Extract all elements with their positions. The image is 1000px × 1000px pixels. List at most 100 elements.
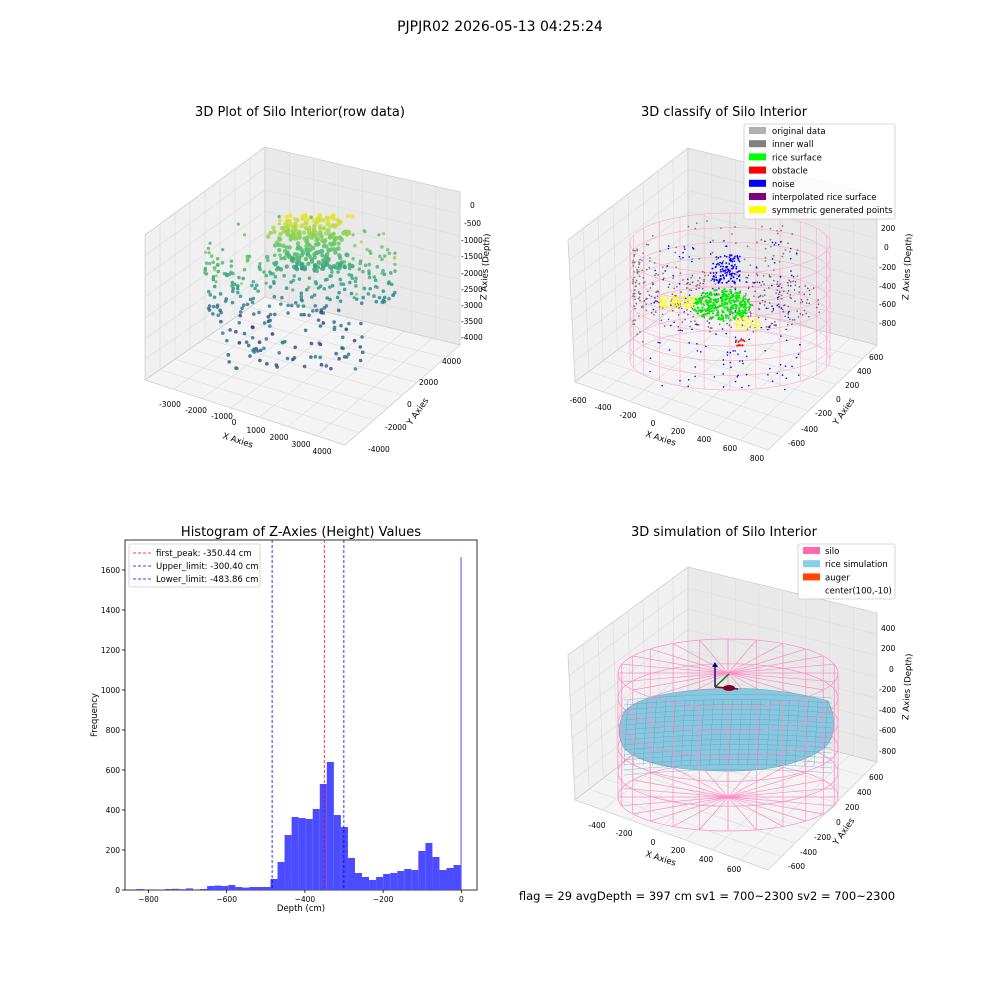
raw-data-point (321, 218, 326, 223)
classify-point-rice-surface (745, 312, 748, 315)
classify-point-interpolated (803, 293, 806, 296)
raw-data-point (248, 297, 253, 302)
classify-point-noise (699, 351, 702, 353)
raw-data-point (309, 215, 313, 219)
classify-point-interpolated (657, 290, 659, 293)
classify-point-interpolated (776, 280, 779, 283)
raw-data-point (262, 321, 267, 325)
raw-data-point (208, 293, 213, 297)
classify-point-rice-surface (742, 295, 746, 298)
simulation-silo-roof-spoke (621, 672, 729, 683)
classify-point-symmetric (671, 295, 674, 298)
raw-data-point (353, 367, 358, 371)
classify-point-noise (732, 275, 735, 278)
raw-data-point (204, 270, 208, 274)
classify-point-noise (688, 256, 691, 258)
raw-data-point (257, 310, 261, 315)
classify-point-interpolated (756, 274, 759, 277)
classify-point-rice-surface (695, 300, 698, 303)
raw-data-point (389, 282, 394, 287)
histogram-x-tick-label: −200 (373, 895, 394, 904)
raw-data-point (303, 328, 308, 333)
raw-data-point (278, 231, 283, 237)
classify-point-interpolated (726, 322, 728, 325)
raw-data-point (212, 295, 217, 300)
classify-point-rice-surface (711, 312, 715, 315)
raw-data-point (341, 282, 346, 287)
classify-point-noise (722, 270, 725, 272)
classify-point-noise (653, 301, 656, 304)
classify-point-noise (712, 262, 715, 265)
classify-point-symmetric (754, 327, 757, 330)
classify-point-inner-wall (650, 295, 653, 298)
classify-point-interpolated (699, 282, 701, 284)
classify-point-interpolated (707, 274, 710, 277)
raw-data-point (336, 241, 341, 246)
classify-point-inner-wall (638, 330, 641, 333)
raw-data-point (284, 214, 289, 220)
classify-legend-label: symmetric generated points (772, 206, 893, 216)
classify-point-inner-wall (735, 273, 738, 276)
simulation-rice-mesh-line (785, 699, 790, 767)
classify-point-rice-surface (694, 298, 697, 301)
classify-point-interpolated (775, 323, 777, 326)
classify-point-noise (744, 350, 746, 353)
raw-data-point (382, 295, 387, 300)
raw-data-point (354, 297, 359, 301)
classify-point-rice-surface (736, 291, 739, 295)
raw-x-ticks: -3000 -2000 -1000 0 1000 2000 3000 4000 (159, 400, 332, 456)
classify-point-noise (768, 326, 771, 328)
raw-data-point (279, 225, 285, 231)
simulation-rice-mesh-line (794, 699, 800, 767)
classify-point-noise (758, 281, 761, 284)
raw-data-point (251, 348, 255, 353)
raw-data-point (206, 289, 211, 294)
simulation-z-label: Z Axies (Depth) (901, 653, 914, 720)
raw-data-point (292, 221, 298, 227)
classify-point-inner-wall (734, 225, 736, 228)
classify-point-symmetric (665, 301, 668, 304)
classify-legend-swatch (749, 153, 766, 161)
classify-point-rice-surface (744, 305, 747, 308)
classify-y-tick: 200 (845, 381, 860, 390)
classify-point-interpolated (677, 326, 680, 328)
classify-point-noise (795, 252, 798, 254)
classify-point-interpolated (660, 319, 663, 322)
classify-point-interpolated (689, 325, 691, 328)
raw-data-point (367, 271, 371, 276)
raw-data-point (310, 230, 316, 235)
raw-data-point (211, 304, 216, 309)
raw-data-point (367, 275, 372, 280)
classify-point-noise (727, 270, 730, 273)
raw-data-point (300, 298, 304, 303)
classify-point-inner-wall (768, 275, 771, 278)
classify-point-symmetric (683, 304, 686, 307)
classify-point-rice-surface (713, 289, 716, 292)
raw-data-point (329, 267, 334, 271)
histogram-bar (270, 879, 278, 890)
classify-legend-label: interpolated rice surface (772, 193, 877, 203)
raw-data-point (272, 253, 277, 258)
classify-point-rice-surface (715, 314, 718, 317)
classify-point-interpolated (677, 314, 680, 316)
classify-point-noise (729, 351, 732, 354)
raw-data-point (318, 324, 323, 328)
raw-data-point (266, 258, 270, 263)
classify-point-symmetric (678, 303, 681, 306)
classify-point-interpolated (687, 281, 689, 284)
simulation-z-tick: 0 (889, 665, 894, 674)
classify-point-interpolated (772, 309, 775, 311)
classify-point-symmetric (758, 328, 761, 331)
raw-y-tick: -2000 (385, 423, 407, 432)
classify-point-inner-wall (743, 258, 746, 261)
raw-data-point (330, 283, 335, 288)
classify-point-noise (736, 376, 739, 378)
raw-data-point (337, 290, 341, 295)
classify-point-rice-surface (706, 307, 710, 310)
raw-data-point (309, 341, 314, 346)
simulation-y-ticks: -600 -400 -200 0 200 400 600 (788, 773, 884, 871)
classify-point-interpolated (681, 321, 684, 323)
classify-point-noise (738, 279, 741, 281)
histogram-panel: Histogram of Z-Axies (Height) Values −80… (90, 525, 478, 914)
raw-data-point (311, 218, 316, 223)
